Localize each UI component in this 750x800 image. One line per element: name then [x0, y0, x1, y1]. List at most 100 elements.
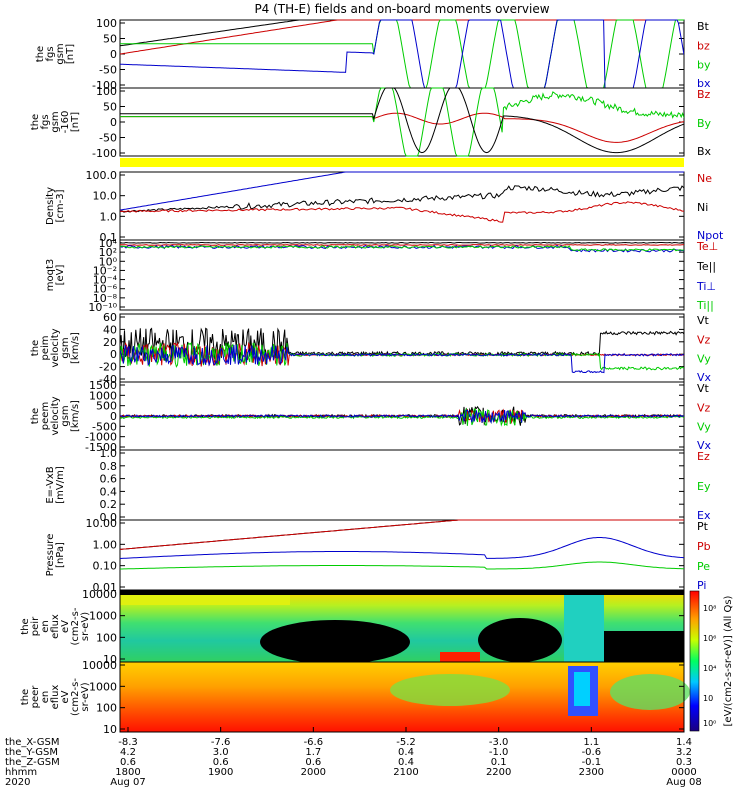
legend-p3: Ni — [697, 201, 708, 214]
ytick-label: 50 — [103, 33, 117, 46]
ytick-label: 10000 — [82, 659, 117, 672]
legend-p7: Ez — [697, 450, 710, 463]
legend-p3: Ne — [697, 172, 712, 185]
ytick-label: 0.10 — [93, 560, 118, 573]
ytick-label: 0.6 — [100, 473, 118, 486]
panel-p1: 100 50 0 -50 -100 the fgs gsm [nT] Bt bz by bx — [35, 17, 711, 92]
ytick-label: 10.0 — [93, 190, 118, 203]
xaxis-value: 2300 — [579, 767, 604, 778]
trace-p4 — [120, 245, 684, 246]
colorbar-tick-1: 10⁸ — [703, 604, 716, 613]
ytick-label: 0.8 — [100, 460, 118, 473]
trace-p2 — [120, 88, 684, 153]
ion-spectrogram-top — [120, 591, 684, 595]
xaxis-value: 1900 — [208, 767, 233, 778]
ytick-label: 20 — [103, 336, 117, 349]
legend-p6: Vz — [697, 401, 711, 414]
panel-frame-p2 — [120, 88, 684, 156]
legend-p4: Te⊥ — [696, 240, 718, 253]
ytick-label: -20 — [99, 361, 117, 374]
ion-spectrogram-low — [440, 652, 480, 662]
colorbar-tick-2: 10⁶ — [703, 634, 716, 643]
legend-p4: Ti⊥ — [696, 280, 716, 293]
legend-p8: Pe — [697, 560, 710, 573]
ytick-label: 100 — [96, 631, 117, 644]
trace-p2 — [120, 88, 684, 156]
trace-p4 — [120, 243, 684, 244]
ylabel-line: sr-eV) — [80, 612, 91, 641]
trace-p1 — [120, 20, 684, 46]
legend-p4: Te|| — [696, 260, 716, 273]
colorbar-scale — [690, 591, 699, 731]
figure-title: P4 (TH-E) fields and on-board moments ov… — [254, 2, 549, 16]
ion-spectrogram-void — [260, 620, 410, 664]
legend-p2: Bx — [697, 145, 712, 158]
ytick-label: 0.4 — [100, 485, 118, 498]
electron-spectrogram-region — [390, 674, 510, 706]
ytick-label: -50 — [99, 132, 117, 145]
ytick-label: 50 — [103, 101, 117, 114]
panel-p7: 1.00.80.60.40.20.0E=-VxB [mV/m]EzEyEx — [45, 447, 711, 524]
ylabel-line: [km/s] — [70, 332, 81, 364]
ytick-label: 0 — [110, 116, 117, 129]
ion-spectrogram-column — [564, 591, 604, 662]
trace-p8 — [120, 562, 684, 569]
ion-spectrogram-void — [600, 631, 684, 662]
ion-spectrogram-void — [478, 618, 562, 662]
trace-p3 — [120, 202, 684, 222]
xaxis-value: Aug 07 — [110, 777, 145, 788]
legend-p5: Vt — [697, 314, 710, 327]
ytick-label: 1.00 — [93, 538, 118, 551]
ytick-label: 1.0 — [100, 447, 118, 460]
ylabel-line: [eV] — [55, 265, 66, 286]
legend-p6: Vy — [697, 421, 711, 434]
xaxis-value: 2200 — [486, 767, 511, 778]
legend-p1: Bt — [697, 20, 710, 33]
trace-p3 — [120, 186, 684, 212]
legend-p6: Vt — [697, 382, 710, 395]
legend-p2: By — [697, 117, 712, 130]
ytick-label: 100.0 — [86, 169, 118, 182]
legend-p5: Vz — [697, 333, 711, 346]
xaxis-row-label: 2020 — [5, 777, 30, 788]
panel-p10: 10000 1000 100 10 the peer en eflux eV (cm2-s-sr-… — [20, 659, 690, 736]
trace-p8 — [120, 520, 684, 549]
ytick-label: -50 — [99, 64, 117, 77]
legend-p8: Pt — [697, 520, 709, 533]
panel-p8: 10.001.000.100.01Pressure [nPa]PtPbPePi — [45, 517, 711, 594]
panel-p6: 150010005000-500-1000-1500 the peem velocit… — [30, 379, 712, 454]
ylabel-line: sr-eV) — [80, 682, 91, 711]
legend-p1: bz — [697, 39, 710, 52]
ylabel-line: [km/s] — [70, 400, 81, 432]
panel-p2: 100 50 0 -50 -100 the fgs gsm -160 [nT] Bz By Bx — [30, 85, 712, 160]
ytick-label: 100 — [96, 17, 117, 30]
ylabel-line: [cm-3] — [55, 189, 66, 222]
panel-frame-p3 — [120, 172, 684, 240]
time-axis-labels: the_X-GSM -8.3 -7.6 -6.6 -5.2 -3.0 1.1 1.4 the_Y… — [5, 727, 702, 788]
ytick-label: 1000 — [89, 610, 117, 623]
panel-p4: 10⁴10²10⁰10⁻²10⁻⁴10⁻⁶10⁻⁸10⁻¹⁰moqt3 [eV]T… — [45, 237, 718, 314]
legend-p8: Pi — [697, 579, 706, 592]
ytick-label: 1.0 — [100, 210, 118, 223]
ylabel-line: [nT] — [65, 44, 76, 64]
panel-frame-p7 — [120, 450, 684, 520]
ylabel-line: [mV/m] — [55, 466, 66, 504]
ytick-label: 0 — [110, 48, 117, 61]
electron-spectrogram-core — [574, 672, 590, 706]
flag-bar — [120, 158, 684, 167]
ytick-label: 10000 — [82, 588, 117, 601]
xaxis-value: 2000 — [301, 767, 326, 778]
ytick-label: 0 — [110, 348, 117, 361]
ytick-label: 1000 — [89, 680, 117, 693]
legend-p4: Ti|| — [696, 299, 714, 312]
ylabel-line: [nT] — [70, 112, 81, 132]
ytick-label: 40 — [103, 323, 117, 336]
legend-p2: Bz — [697, 88, 711, 101]
panel-p9: 10000 1000 100 10 the peir en eflux eV (cm2-s-sr-… — [20, 588, 684, 666]
colorbar-tick-5: 10⁰ — [703, 719, 716, 728]
ytick-label: 100 — [96, 85, 117, 98]
legend-p8: Pb — [697, 540, 711, 553]
trace-p6 — [120, 409, 684, 426]
legend-p1: by — [697, 59, 711, 72]
